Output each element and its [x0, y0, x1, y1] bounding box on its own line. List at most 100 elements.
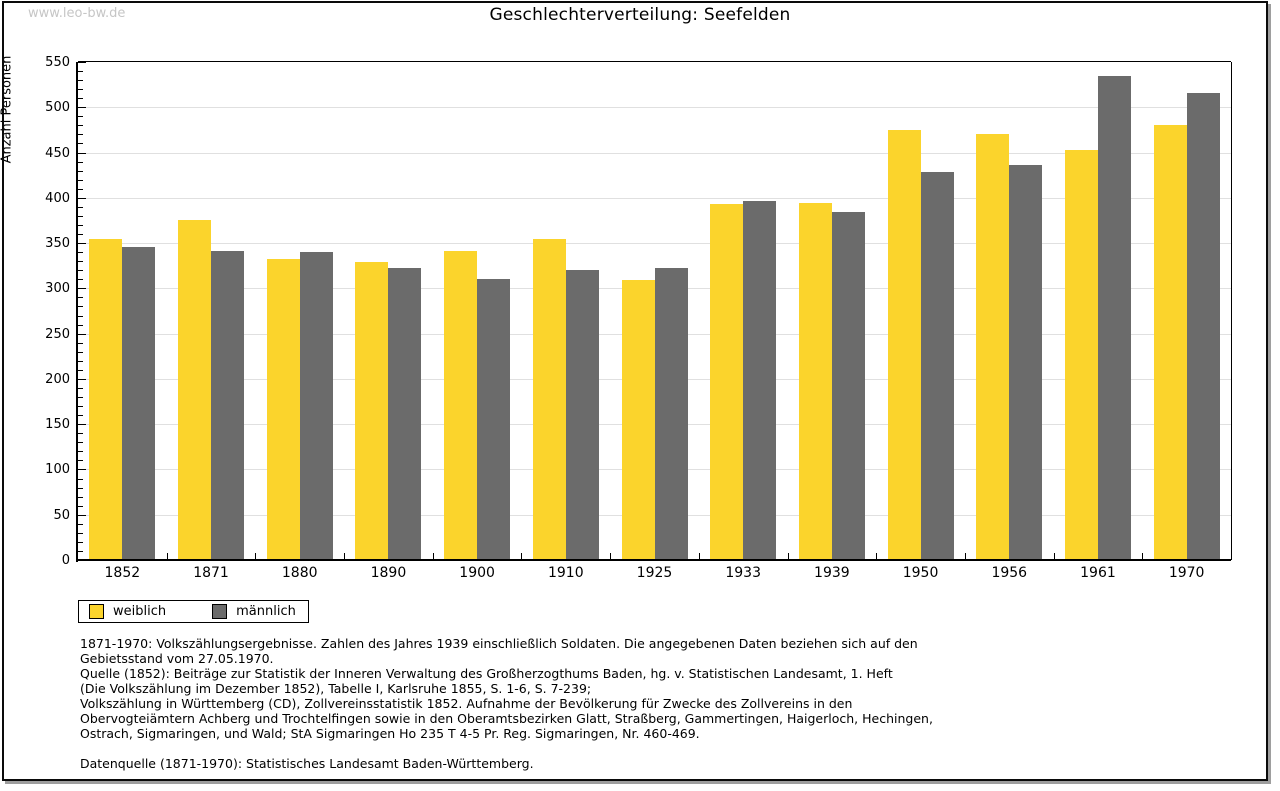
x-axis-tick — [166, 553, 168, 559]
y-axis-label-500: 500 — [45, 100, 70, 116]
x-axis-tick — [876, 553, 878, 559]
y-axis-minor-tick — [78, 460, 83, 462]
bar-weiblich-1910 — [532, 239, 566, 559]
y-axis-major-tick — [78, 560, 86, 561]
y-axis-minor-tick — [78, 397, 83, 399]
watermark: www.leo-bw.de — [28, 6, 126, 21]
y-axis-major-tick — [78, 378, 86, 380]
x-axis-label-1925: 1925 — [636, 565, 673, 581]
y-axis-major-tick — [78, 152, 86, 154]
bar-weiblich-1970 — [1153, 125, 1187, 559]
bar-weiblich-1871 — [178, 219, 212, 559]
chart-title: Geschlechterverteilung: Seefelden — [489, 5, 791, 25]
x-axis-tick — [432, 553, 434, 559]
y-axis-title: Anzahl Personen — [0, 55, 15, 164]
y-axis-minor-tick — [78, 71, 83, 73]
y-axis-minor-tick — [78, 134, 83, 136]
bar-männlich-1871 — [211, 251, 245, 559]
y-axis-minor-tick — [78, 342, 83, 344]
bar-weiblich-1939 — [798, 203, 832, 559]
bar-weiblich-1956 — [976, 133, 1010, 559]
y-axis-minor-tick — [78, 215, 83, 217]
y-axis-major-tick — [78, 243, 86, 245]
y-axis-label-400: 400 — [45, 190, 70, 206]
legend-swatch-maennlich — [212, 604, 228, 619]
y-axis-major-tick — [78, 469, 86, 471]
footnote-line-4: (Die Volkszählung im Dezember 1852), Tab… — [80, 681, 592, 696]
x-axis-label-1933: 1933 — [725, 565, 761, 581]
x-axis-label-1900: 1900 — [459, 565, 495, 581]
plot-top-border — [78, 61, 1231, 62]
x-axis-label-1950: 1950 — [902, 565, 939, 581]
plot-right-border — [1231, 62, 1232, 560]
footnotes-block: 1871-1970: Volkszählungsergebnisse. Zahl… — [80, 636, 933, 771]
y-axis-minor-tick — [78, 170, 83, 172]
x-axis-tick — [698, 553, 700, 559]
y-axis-minor-tick — [78, 270, 83, 272]
legend-label-maennlich: männlich — [236, 604, 296, 619]
chart-legend: weiblich männlich — [78, 600, 309, 623]
y-axis-minor-tick — [78, 433, 83, 435]
y-axis-minor-tick — [78, 116, 83, 118]
footnote-line-6: Obervogteiämtern Achberg und Trochtelfin… — [80, 711, 933, 726]
y-axis-minor-tick — [78, 442, 83, 444]
y-axis-label-450: 450 — [45, 145, 70, 161]
y-axis-minor-tick — [78, 478, 83, 480]
bar-männlich-1950 — [920, 172, 954, 559]
y-axis-label-0: 0 — [61, 553, 70, 568]
gridline-450 — [78, 152, 1231, 154]
y-axis-major-tick — [78, 62, 86, 63]
y-axis-major-tick — [78, 107, 86, 109]
bar-weiblich-1961 — [1064, 149, 1098, 559]
y-axis-label-350: 350 — [45, 236, 70, 252]
bar-männlich-1852 — [122, 246, 156, 559]
y-axis-minor-tick — [78, 415, 83, 417]
x-axis-label-1939: 1939 — [814, 565, 850, 581]
footnote-line-7: Ostrach, Sigmaringen, und Wald; StA Sigm… — [80, 726, 700, 741]
bar-weiblich-1950 — [887, 129, 921, 559]
footnote-line-2: Gebietsstand vom 27.05.1970. — [80, 651, 274, 666]
y-axis-minor-tick — [78, 179, 83, 181]
gridline-400 — [78, 197, 1231, 199]
y-axis-major-tick — [78, 424, 86, 426]
bar-weiblich-1900 — [444, 251, 478, 559]
x-axis-tick — [610, 553, 612, 559]
x-axis-label-1956: 1956 — [991, 565, 1028, 581]
footnote-line-3: Quelle (1852): Beiträge zur Statistik de… — [80, 666, 893, 681]
y-axis-label-50: 50 — [53, 507, 70, 523]
footnote-line-5: Volkszählung in Württemberg (CD), Zollve… — [80, 696, 853, 711]
y-axis-minor-tick — [78, 161, 83, 163]
gridline-500 — [78, 107, 1231, 109]
bar-männlich-1925 — [654, 268, 688, 559]
x-axis-label-1970: 1970 — [1168, 565, 1205, 581]
y-axis-minor-tick — [78, 279, 83, 281]
gridline-350 — [78, 243, 1231, 245]
y-axis-minor-tick — [78, 387, 83, 389]
y-axis-minor-tick — [78, 234, 83, 236]
y-axis-minor-tick — [78, 496, 83, 498]
x-axis-label-1871: 1871 — [193, 565, 229, 581]
y-axis-minor-tick — [78, 505, 83, 507]
x-axis-label-1910: 1910 — [547, 565, 584, 581]
y-axis-minor-tick — [78, 125, 83, 127]
y-axis-minor-tick — [78, 451, 83, 453]
y-axis-minor-tick — [78, 523, 83, 525]
x-axis-tick — [964, 553, 966, 559]
y-axis-minor-tick — [78, 297, 83, 299]
bar-weiblich-1933 — [710, 204, 744, 559]
y-axis-major-tick — [78, 288, 86, 290]
y-axis-major-tick — [78, 197, 86, 199]
bar-weiblich-1890 — [355, 262, 389, 559]
y-axis-minor-tick — [78, 89, 83, 91]
x-axis-tick — [1053, 553, 1055, 559]
x-axis-label-1961: 1961 — [1080, 565, 1116, 581]
footnote-line-1: 1871-1970: Volkszählungsergebnisse. Zahl… — [80, 636, 918, 651]
x-axis-label-1880: 1880 — [281, 565, 318, 581]
y-axis-minor-tick — [78, 360, 83, 362]
y-axis-label-200: 200 — [45, 371, 70, 387]
y-axis-label-150: 150 — [45, 417, 70, 433]
bar-männlich-1933 — [743, 200, 777, 559]
bar-weiblich-1925 — [621, 280, 655, 559]
bar-weiblich-1880 — [266, 259, 300, 559]
y-axis-minor-tick — [78, 532, 83, 534]
